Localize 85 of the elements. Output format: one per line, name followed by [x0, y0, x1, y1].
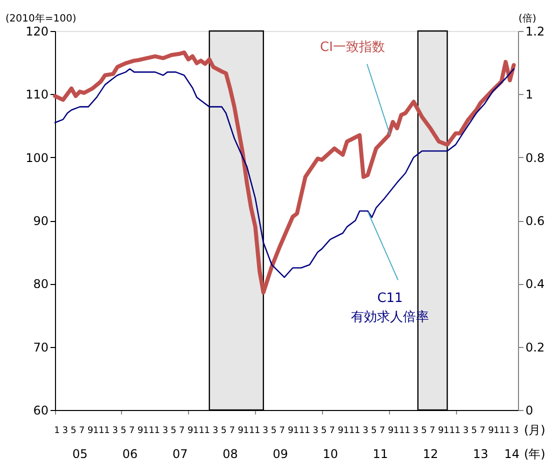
y2-tick-label: 1.2 [526, 24, 545, 38]
x-tick-label: 11 [343, 426, 355, 436]
y2-axis-title: (倍) [518, 12, 536, 24]
y-tick-label: 90 [33, 214, 48, 228]
y2-tick-label: 0 [526, 404, 534, 418]
x-tick-label: 1 [54, 426, 60, 436]
y-tick-label: 70 [33, 340, 48, 354]
x-tick-label: 3 [362, 426, 368, 436]
y2-tick-label: 1 [526, 88, 534, 102]
x-tick-label: 3 [412, 426, 419, 436]
text: 14 [504, 447, 520, 461]
y-axis-title: (2010年=100) [6, 12, 76, 24]
x-tick-label: 5 [170, 426, 176, 436]
x-tick-label: 9 [188, 426, 194, 436]
x-tick-label: 11 [393, 426, 405, 436]
x-tick-label: 3 [162, 426, 168, 436]
x-tick-label: 11 [193, 426, 204, 436]
x-tick-label: 7 [379, 426, 386, 436]
y-tick-label: 80 [33, 277, 48, 292]
text: 05 [72, 447, 88, 461]
x-tick-label: 1 [304, 426, 310, 436]
x-tick-label: 11 [494, 426, 506, 436]
x-tick-label: 3 [462, 426, 469, 436]
x-tick-label: 7 [229, 426, 235, 436]
y2-tick-label: 0.6 [526, 214, 545, 228]
text: 12 [422, 447, 438, 461]
x-tick-label: 5 [220, 426, 227, 436]
x-tick-label: 9 [388, 426, 394, 436]
x-tick-label: 5 [70, 426, 76, 436]
y-tick-label: 110 [26, 88, 48, 102]
text: 09 [272, 447, 288, 461]
x-tick-label: 7 [179, 426, 185, 436]
x-tick-label: 5 [421, 426, 427, 436]
x-tick-label: 11 [293, 426, 305, 436]
x-tick-label: 5 [471, 426, 477, 436]
y-tick-label: 100 [26, 150, 48, 165]
x-tick-label: 5 [370, 426, 377, 436]
x-tick-label: 3 [112, 426, 118, 436]
x-tick-label: 11 [142, 426, 154, 436]
text: 06 [122, 447, 138, 461]
x-tick-label: 1 [454, 426, 460, 436]
x-tick-label: 1 [354, 426, 360, 436]
text: 08 [222, 447, 238, 461]
x-axis-title: (月) [524, 423, 546, 437]
x-tick-label: 9 [488, 426, 494, 436]
x-tick-label: 3 [62, 426, 68, 436]
x-tick-label: 1 [404, 426, 410, 436]
x-tick-label: 9 [238, 426, 244, 436]
x-tick-label: 7 [279, 426, 285, 436]
x-tick-label: 5 [120, 426, 126, 436]
text: 10 [322, 447, 338, 461]
x-tick-label: 1 [504, 426, 511, 436]
y2-tick-label: 0.2 [526, 340, 545, 354]
x-tick-label: 7 [430, 426, 436, 436]
x-tick-label: 5 [320, 426, 327, 436]
x-tick-label: 3 [262, 426, 268, 436]
x-tick-label: 11 [444, 426, 455, 436]
y2-tick-label: 0.4 [526, 277, 545, 292]
text: 11 [372, 447, 388, 461]
y2-tick-label: 0.8 [526, 150, 545, 165]
x-tick-label: 11 [243, 426, 255, 436]
x-tick-label: 9 [288, 426, 294, 436]
text: (年) [524, 447, 546, 461]
x-tick-label: 1 [254, 426, 260, 436]
x-tick-label: 9 [338, 426, 344, 436]
x-tick-label: 1 [154, 426, 160, 436]
x-tick-label: 9 [137, 426, 144, 436]
y-tick-label: 120 [26, 24, 48, 38]
x-tick-label: 7 [128, 426, 135, 436]
x-tick-label: 5 [270, 426, 277, 436]
x-tick-label: 3 [312, 426, 318, 436]
x-tick-label: 9 [438, 426, 444, 436]
x-tick-label: 7 [480, 426, 486, 436]
x-tick-label: 1 [204, 426, 210, 436]
text: 13 [473, 447, 488, 461]
x-tick-label: 11 [92, 426, 104, 436]
x-tick-label: 9 [87, 426, 94, 436]
x-tick-label: 3 [212, 426, 218, 436]
text: 07 [172, 447, 188, 461]
y-tick-label: 60 [33, 404, 48, 418]
x-tick-label: 1 [104, 426, 110, 436]
x-tick-label: 7 [78, 426, 85, 436]
x-tick-label: 7 [329, 426, 336, 436]
text: CI一致指数 [320, 40, 385, 55]
x-tick-label: 3 [512, 426, 519, 436]
